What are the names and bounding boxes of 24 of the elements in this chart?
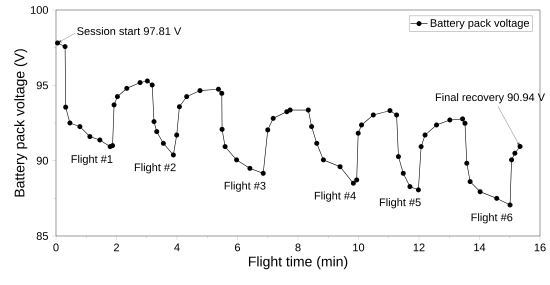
x-tick-label: 10: [353, 244, 364, 252]
annotation: Flight #3: [224, 182, 266, 192]
x-tick-label: 4: [174, 244, 180, 252]
annotation: Final recovery 90.94 V: [436, 93, 545, 104]
x-axis-title: Flight time (min): [248, 256, 348, 270]
y-tick-label: 100: [30, 6, 48, 14]
y-tick-label: 85: [36, 232, 48, 240]
annotation: Flight #4: [314, 191, 356, 202]
y-axis-title: Battery pack voltage (V): [14, 49, 28, 197]
annotation: Flight #2: [134, 163, 176, 174]
x-tick-label: 8: [295, 244, 301, 252]
annotation: Flight #5: [380, 198, 421, 208]
x-tick-label: 0: [53, 244, 59, 252]
y-tick-label: 90: [36, 156, 48, 165]
legend-label: Battery pack voltage: [430, 18, 530, 30]
x-tick-label: 6: [235, 244, 240, 252]
annotation: Flight #1: [72, 154, 112, 166]
x-tick-label: 14: [474, 244, 486, 252]
annotation: Flight #6: [472, 213, 512, 224]
x-tick-label: 12: [414, 244, 425, 252]
x-tick-label: 2: [114, 244, 120, 252]
y-tick-label: 95: [36, 81, 48, 90]
annotation: Session start 97.81 V: [77, 26, 182, 36]
x-tick-label: 16: [534, 244, 546, 252]
